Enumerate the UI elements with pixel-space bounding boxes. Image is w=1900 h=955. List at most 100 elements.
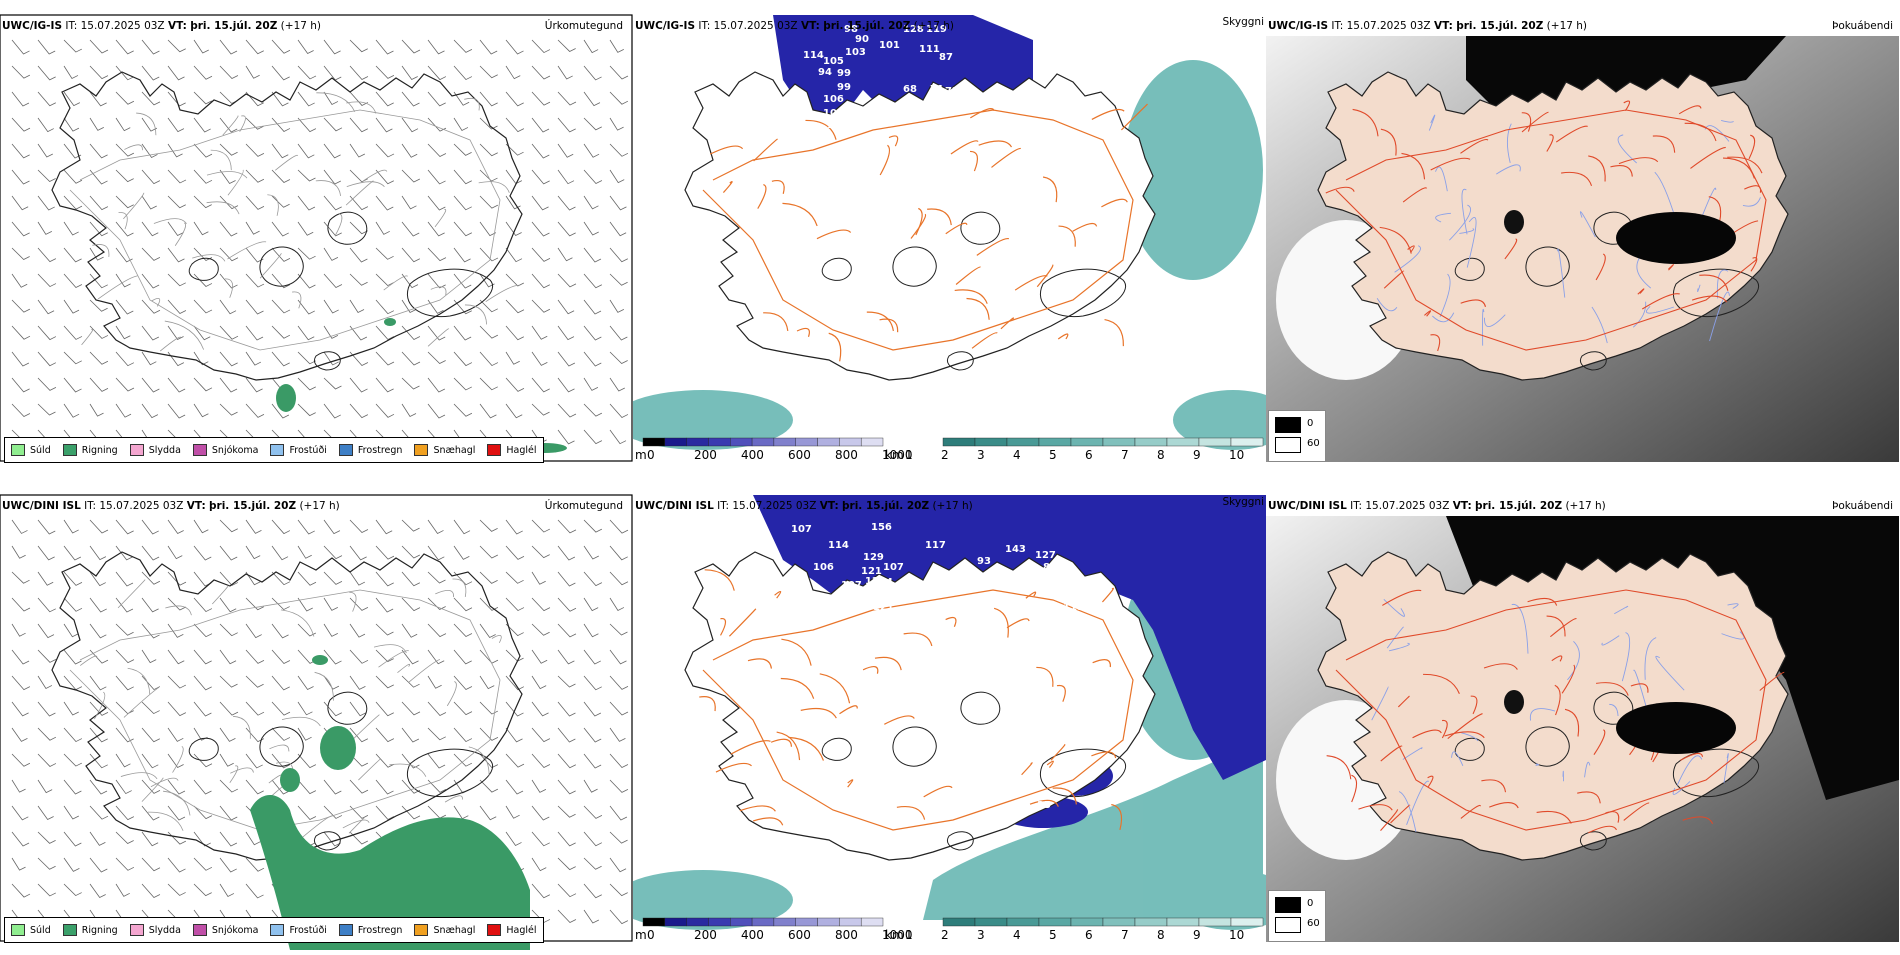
precip-map (0, 494, 633, 950)
road-network (1325, 100, 1767, 352)
visibility-tick: 9 (1193, 448, 1201, 462)
cloud-base-value: 117 (851, 602, 872, 613)
lead-time: (+17 h) (932, 500, 973, 512)
glacier-outline (327, 691, 368, 725)
cloud-base-value: 68 (903, 84, 917, 95)
legend-label: Slydda (148, 924, 181, 936)
cloud-base-color (860, 437, 884, 447)
glacier-outline (1673, 268, 1759, 318)
road-network (69, 92, 521, 352)
cloud-base-value: 99 (837, 68, 851, 79)
visibility-color (1198, 917, 1232, 927)
glacier-outline (1525, 726, 1570, 767)
visibility-tick: 3 (977, 928, 985, 942)
legend-swatch (414, 924, 429, 936)
it-label: IT: (1331, 20, 1344, 32)
legend-label: Súld (30, 924, 51, 936)
visibility-tick: 10 (1229, 448, 1245, 462)
cloud-base-tick: 1000 (882, 928, 913, 942)
legend-label: Snæhagl (433, 924, 476, 936)
cloud-base-tick: 800 (835, 448, 858, 462)
it-value: 15.07.2025 03Z (713, 20, 798, 32)
glacier-outline (1525, 246, 1570, 287)
cloud-base-value: 107 (883, 562, 904, 573)
glacier-outline (892, 246, 937, 287)
cloud-base-value: 72 (945, 86, 959, 97)
vt-label: VT: (1433, 20, 1453, 32)
cloud-base-value: 73 (1019, 748, 1033, 759)
iceland-outline (1317, 71, 1789, 381)
cloud-base-color (664, 917, 687, 927)
legend-item: Snæhagl (414, 924, 475, 936)
cloud-base-color (773, 917, 796, 927)
legend-label: Súld (30, 444, 51, 456)
it-value: 15.07.2025 03Z (80, 20, 165, 32)
visibility-color (942, 917, 976, 927)
rain-areas (250, 655, 530, 950)
legend-swatch (192, 444, 207, 456)
it-label: IT: (84, 500, 97, 512)
fog-patch (1504, 690, 1524, 714)
visibility-tick: 2 (941, 448, 949, 462)
cloud-base-color (839, 917, 862, 927)
visibility-color (1166, 437, 1200, 447)
cloud-base-color (751, 437, 775, 447)
cloud-base-color (751, 917, 775, 927)
cloud-base-tick: 400 (741, 928, 764, 942)
cloud-base-value: 114 (803, 50, 824, 61)
visibility-tick: 1 (905, 448, 913, 462)
visibility-tick: 7 (1121, 928, 1129, 942)
panel-title: Úrkomutegund (544, 500, 623, 512)
cloud-base-tick: 400 (741, 448, 764, 462)
cloud-base-value: 90 (855, 34, 869, 45)
legend-swatch (338, 924, 353, 936)
visibility-color (1230, 437, 1264, 447)
vt-label: VT: (186, 500, 206, 512)
precip-type-panel: Úrkomutegund Súld Rigning Slydda Snjókoma Fro… (0, 480, 633, 955)
cloud-base-value: 105 (823, 56, 844, 67)
lead-time: (+17 h) (280, 20, 322, 32)
cloud-base-color (642, 437, 666, 447)
cloud-base-value: 127 (1035, 550, 1056, 561)
lead-time: (+17 h) (1565, 500, 1606, 512)
cloud-base-value: 129 (865, 576, 886, 587)
iceland-outline (51, 551, 523, 861)
panel-header: UWC/DINI ISL IT: 15.07.2025 03Z VT: þri.… (2, 500, 340, 512)
visibility-tick: 6 (1085, 928, 1093, 942)
cloud-base-color (686, 917, 709, 927)
cloud-base-value: 194 (1097, 710, 1118, 721)
legend-item: Frostregn (338, 924, 402, 936)
cloud-base-value: 87 (1063, 650, 1077, 661)
glacier-outline (259, 726, 304, 767)
visibility-unit: km (885, 928, 904, 942)
vt-value: þri. 15.júl. 20Z (1456, 20, 1544, 32)
cloud-base-value: 156 (871, 522, 892, 533)
colorbars (642, 437, 1264, 447)
glacier-outline (1673, 748, 1759, 798)
legend-swatch (11, 924, 25, 936)
road-network (69, 578, 502, 839)
legend-label: Rigning (81, 924, 118, 936)
legend-swatch (487, 444, 502, 456)
colorbar-row: m 0 200 400 600 800 1000 km 1 2 3 4 5 6 7 8 9 10 (633, 436, 1266, 475)
cloud-base-value: 98 (844, 24, 858, 35)
lead-time: (+17 h) (1546, 20, 1588, 32)
legend-swatch (129, 444, 144, 456)
fog-legend-swatch (1275, 897, 1301, 913)
cloud-base-color (839, 437, 862, 447)
panel-header: UWC/IG-IS IT: 15.07.2025 03Z VT: þri. 15… (1268, 20, 1587, 32)
glacier-outline (188, 737, 219, 761)
cloud-base-value: 94 (879, 577, 893, 588)
legend-item: Súld (11, 444, 51, 456)
cloud-base-value: 105 (1055, 618, 1076, 629)
cloud-base-color (817, 917, 840, 927)
legend-label: Snjókoma (211, 924, 259, 936)
rivers (1376, 114, 1761, 346)
cloud-base-unit: m (635, 448, 647, 462)
visibility-color (1166, 917, 1200, 927)
rivers (1371, 599, 1745, 833)
fog-patch (1616, 212, 1736, 264)
it-label: IT: (698, 20, 711, 32)
